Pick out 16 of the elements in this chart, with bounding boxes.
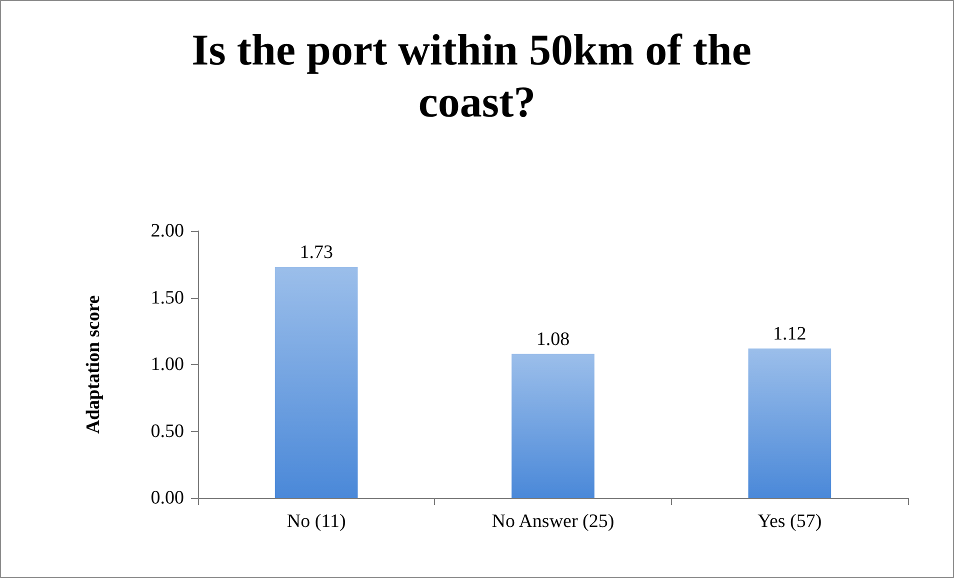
y-tick-label: 1.50	[150, 287, 184, 308]
y-tick-label: 2.00	[150, 220, 184, 242]
bar	[274, 267, 358, 498]
chart-title: Is the port within 50km of the coast?	[192, 26, 762, 126]
y-tick-label: 0.50	[150, 420, 184, 442]
data-label: 1.73	[300, 242, 333, 264]
x-tick-label: Yes (57)	[758, 511, 822, 532]
y-tick-label: 1.00	[150, 354, 184, 375]
bar	[512, 354, 594, 498]
x-tick-label: No Answer (25)	[492, 511, 614, 532]
data-label: 1.08	[536, 328, 570, 350]
data-label: 1.12	[773, 323, 806, 344]
y-tick-label: 0.00	[150, 488, 184, 508]
y-axis-title: Adaptation score	[83, 295, 104, 434]
bar	[748, 348, 832, 498]
x-tick-label: No (11)	[286, 511, 346, 532]
